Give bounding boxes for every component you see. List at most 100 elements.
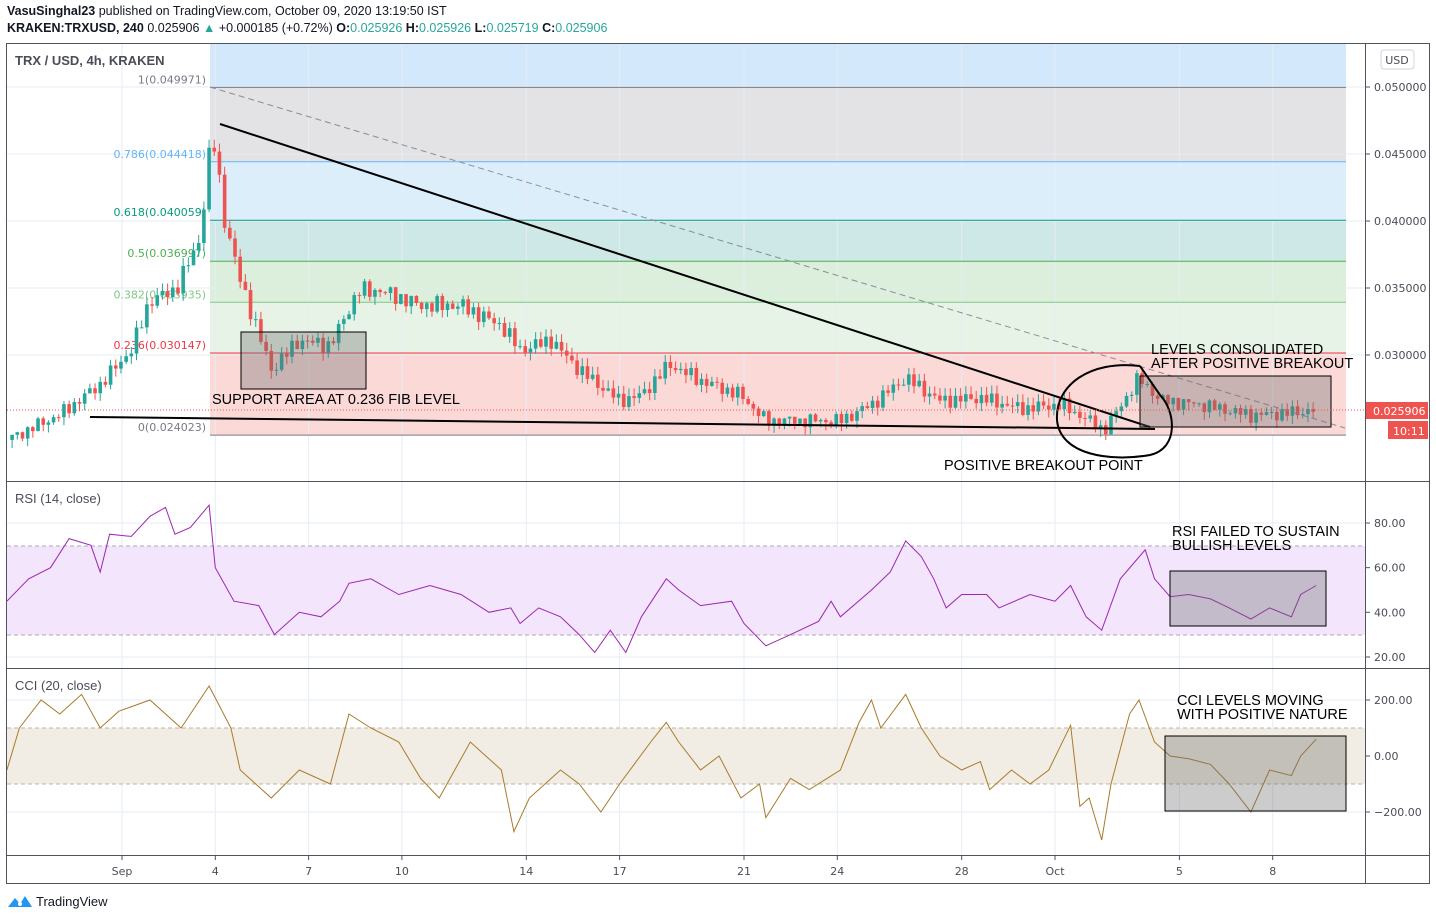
support-trendline[interactable] <box>89 416 1156 430</box>
candle-body <box>518 346 522 348</box>
candle-body <box>1259 412 1264 415</box>
cci-box[interactable] <box>1164 735 1347 812</box>
descending-trendline[interactable] <box>219 123 1151 428</box>
candle-body <box>461 299 465 307</box>
candle-body <box>989 393 994 403</box>
candle-body <box>72 402 77 414</box>
candle-body <box>145 304 149 328</box>
candle-body <box>860 406 864 412</box>
candle-body <box>419 302 424 310</box>
candle-body <box>927 393 932 397</box>
candle-body <box>513 328 517 347</box>
candle-body <box>1264 412 1269 415</box>
candle-body <box>357 295 362 297</box>
candle-body <box>979 394 984 404</box>
candle-body <box>502 323 507 337</box>
candle-body <box>684 368 688 376</box>
candle-body <box>777 418 782 426</box>
candle-body <box>1103 425 1108 435</box>
candle-body <box>1041 401 1046 406</box>
candle-body <box>715 381 719 383</box>
candle-body <box>1000 403 1004 408</box>
high-value: 0.025926 <box>419 21 472 35</box>
x-tick-label: 17 <box>613 865 627 878</box>
candle-body <box>896 384 901 386</box>
candle-body <box>948 395 953 408</box>
y-tick-label: 0.045000 <box>1374 148 1427 161</box>
support-box[interactable] <box>240 331 367 390</box>
price-axis[interactable]: 0.050000 0.045000 0.040000 0.035000 0.030000… <box>1366 81 1427 819</box>
breakout-circle[interactable] <box>1055 364 1173 459</box>
brand-name: TradingView <box>36 893 108 909</box>
candle-body <box>844 413 849 424</box>
candle-body <box>440 296 445 311</box>
candle-body <box>792 416 797 424</box>
symbol-info: KRAKEN:TRXUSD, 240 0.025906 ▲ +0.000185 … <box>7 21 607 35</box>
candle-body <box>984 394 989 403</box>
candle-body <box>1207 400 1212 413</box>
support-annotation: SUPPORT AREA AT 0.236 FIB LEVEL <box>212 392 460 408</box>
x-tick-label: 14 <box>519 865 533 878</box>
fib-band-0.786 <box>210 161 1346 221</box>
candle-body <box>1295 406 1300 416</box>
candle-body <box>746 398 750 404</box>
candle-body <box>1197 403 1201 405</box>
consolidated-annotation-2: AFTER POSITIVE BREAKOUT <box>1151 356 1353 372</box>
main-pane-title: TRX / USD, 4h, KRAKEN <box>15 53 165 68</box>
candle-body <box>170 287 175 298</box>
breakout-annotation: POSITIVE BREAKOUT POINT <box>944 458 1143 474</box>
up-arrow-icon: ▲ <box>202 21 216 35</box>
candle-body <box>1150 383 1155 396</box>
candle-body <box>450 303 455 309</box>
candle-body <box>772 418 776 425</box>
candle-body <box>492 318 496 324</box>
candle-body <box>362 281 367 296</box>
candle-body <box>134 327 139 354</box>
fib-label-0.618: 0.618(0.040059) <box>113 206 206 219</box>
last-price: 0.025906 <box>147 21 200 35</box>
candle-body <box>839 414 844 424</box>
candle-body <box>932 393 937 396</box>
fib-band-0.618 <box>210 220 1346 262</box>
candle-body <box>430 303 434 312</box>
tradingview-logo[interactable]: TradingView <box>7 893 108 909</box>
candle-body <box>1057 403 1061 410</box>
candle-body <box>689 367 693 376</box>
rsi-box[interactable] <box>1169 570 1327 627</box>
bar-countdown: 10:11 <box>1393 425 1425 438</box>
candle-body <box>704 378 709 386</box>
candle-body <box>642 389 647 394</box>
candle-body <box>720 382 725 394</box>
candle-body <box>456 306 460 309</box>
candle-body <box>658 376 662 379</box>
consolidation-box[interactable] <box>1139 375 1332 428</box>
cci-annotation-2: WITH POSITIVE NATURE <box>1177 707 1348 723</box>
candle-body <box>523 346 528 353</box>
candle-body <box>575 360 579 376</box>
candle-body <box>56 417 61 419</box>
fib-label-0: 0(0.024023) <box>138 421 206 434</box>
candle-body <box>668 361 673 369</box>
candle-body <box>1290 406 1295 416</box>
candle-body <box>621 393 626 408</box>
cci-band <box>7 728 1365 784</box>
candle-body <box>1285 409 1290 416</box>
candle-body <box>129 353 134 357</box>
symbol: KRAKEN:TRXUSD, 240 <box>7 21 144 35</box>
time-axis[interactable]: Sep 4 7 10 14 17 21 24 28 Oct 5 8 <box>112 856 1277 878</box>
candle-body <box>51 417 56 423</box>
y-tick-label: 80.00 <box>1374 517 1406 530</box>
currency-button[interactable] <box>1380 49 1415 70</box>
rsi-line <box>6 503 1317 654</box>
candle-body <box>798 418 802 424</box>
candle-body <box>1078 411 1082 418</box>
x-tick-label: 24 <box>830 865 844 878</box>
y-tick-label: 0.050000 <box>1374 81 1427 94</box>
candle-body <box>331 341 336 344</box>
candle-body <box>1218 404 1222 410</box>
candle-body <box>974 398 979 404</box>
candle-body <box>549 336 553 349</box>
publish-info: VasuSinghal23 published on TradingView.c… <box>7 4 447 18</box>
candle-body <box>824 419 828 423</box>
